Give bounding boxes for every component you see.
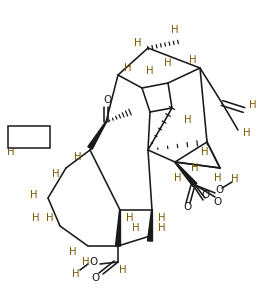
Text: H: H <box>82 257 90 267</box>
Polygon shape <box>148 210 153 241</box>
Polygon shape <box>175 162 197 187</box>
Polygon shape <box>116 210 120 246</box>
Text: H: H <box>72 269 80 279</box>
Text: H: H <box>30 190 38 200</box>
Bar <box>8 126 50 148</box>
Text: H: H <box>7 147 15 157</box>
Text: H: H <box>243 128 251 138</box>
Text: H: H <box>158 223 166 233</box>
Text: H: H <box>184 115 192 125</box>
Text: O: O <box>90 257 98 267</box>
Text: H: H <box>46 213 54 223</box>
Text: H: H <box>164 58 172 68</box>
Text: H: H <box>146 66 154 76</box>
Text: H: H <box>201 147 209 157</box>
Text: H: H <box>132 223 140 233</box>
Text: H: H <box>126 213 134 223</box>
Text: Abs: Abs <box>20 133 38 141</box>
Text: O: O <box>92 273 100 283</box>
Text: H: H <box>191 163 199 173</box>
Text: H: H <box>124 63 132 73</box>
Text: H: H <box>119 265 127 275</box>
Polygon shape <box>88 122 106 149</box>
Text: H: H <box>32 213 40 223</box>
Text: H: H <box>174 173 182 183</box>
Text: H: H <box>249 100 257 110</box>
Text: H: H <box>74 152 82 162</box>
Text: O: O <box>184 202 192 212</box>
Text: H: H <box>69 247 77 257</box>
Text: O: O <box>104 95 112 105</box>
Text: H: H <box>231 174 239 184</box>
Text: H: H <box>158 213 166 223</box>
Text: H: H <box>214 173 222 183</box>
Text: H: H <box>134 38 142 48</box>
Text: O: O <box>202 190 210 200</box>
Text: H: H <box>171 25 179 35</box>
Text: O: O <box>214 197 222 207</box>
Text: H: H <box>52 169 60 179</box>
Text: H: H <box>189 55 197 65</box>
Text: O: O <box>215 185 223 195</box>
